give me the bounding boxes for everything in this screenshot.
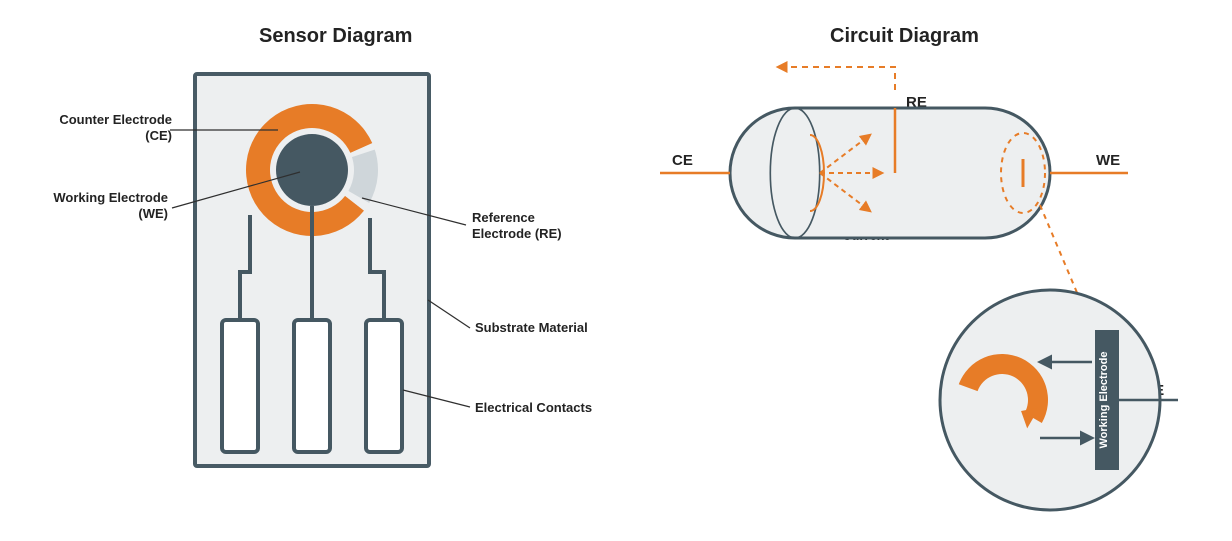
svg-text:Working Electrode: Working Electrode [1098,352,1110,449]
electrical-contact [222,320,258,452]
svg-layer: Working Electrode [0,0,1232,541]
electrical-contact [294,320,330,452]
diagram-canvas: Sensor Diagram Circuit Diagram Working E… [0,0,1232,541]
working-electrode [276,134,348,206]
electrical-contact [366,320,402,452]
label-counter-electrode: Counter Electrode(CE) [52,112,172,145]
